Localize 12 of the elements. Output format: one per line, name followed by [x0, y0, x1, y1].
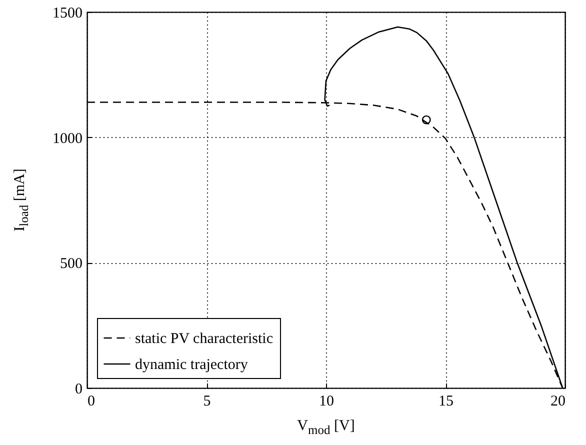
- y-tick-label: 500: [60, 256, 82, 272]
- x-tick-label: 10: [319, 394, 334, 410]
- legend-label: static PV characteristic: [135, 331, 274, 347]
- x-axis-title: V$_{mod}$ [V]: [297, 418, 355, 438]
- legend-label: dynamic trajectory: [135, 357, 248, 373]
- y-tick-label: 1500: [52, 6, 82, 22]
- x-tick-label: 20: [550, 394, 566, 410]
- x-tick-label: 15: [438, 394, 454, 410]
- x-tick-label: 0: [88, 394, 95, 410]
- x-tick-label: 5: [203, 394, 211, 410]
- y-tick-label: 1000: [52, 130, 82, 147]
- y-tick-label: 0: [75, 382, 82, 398]
